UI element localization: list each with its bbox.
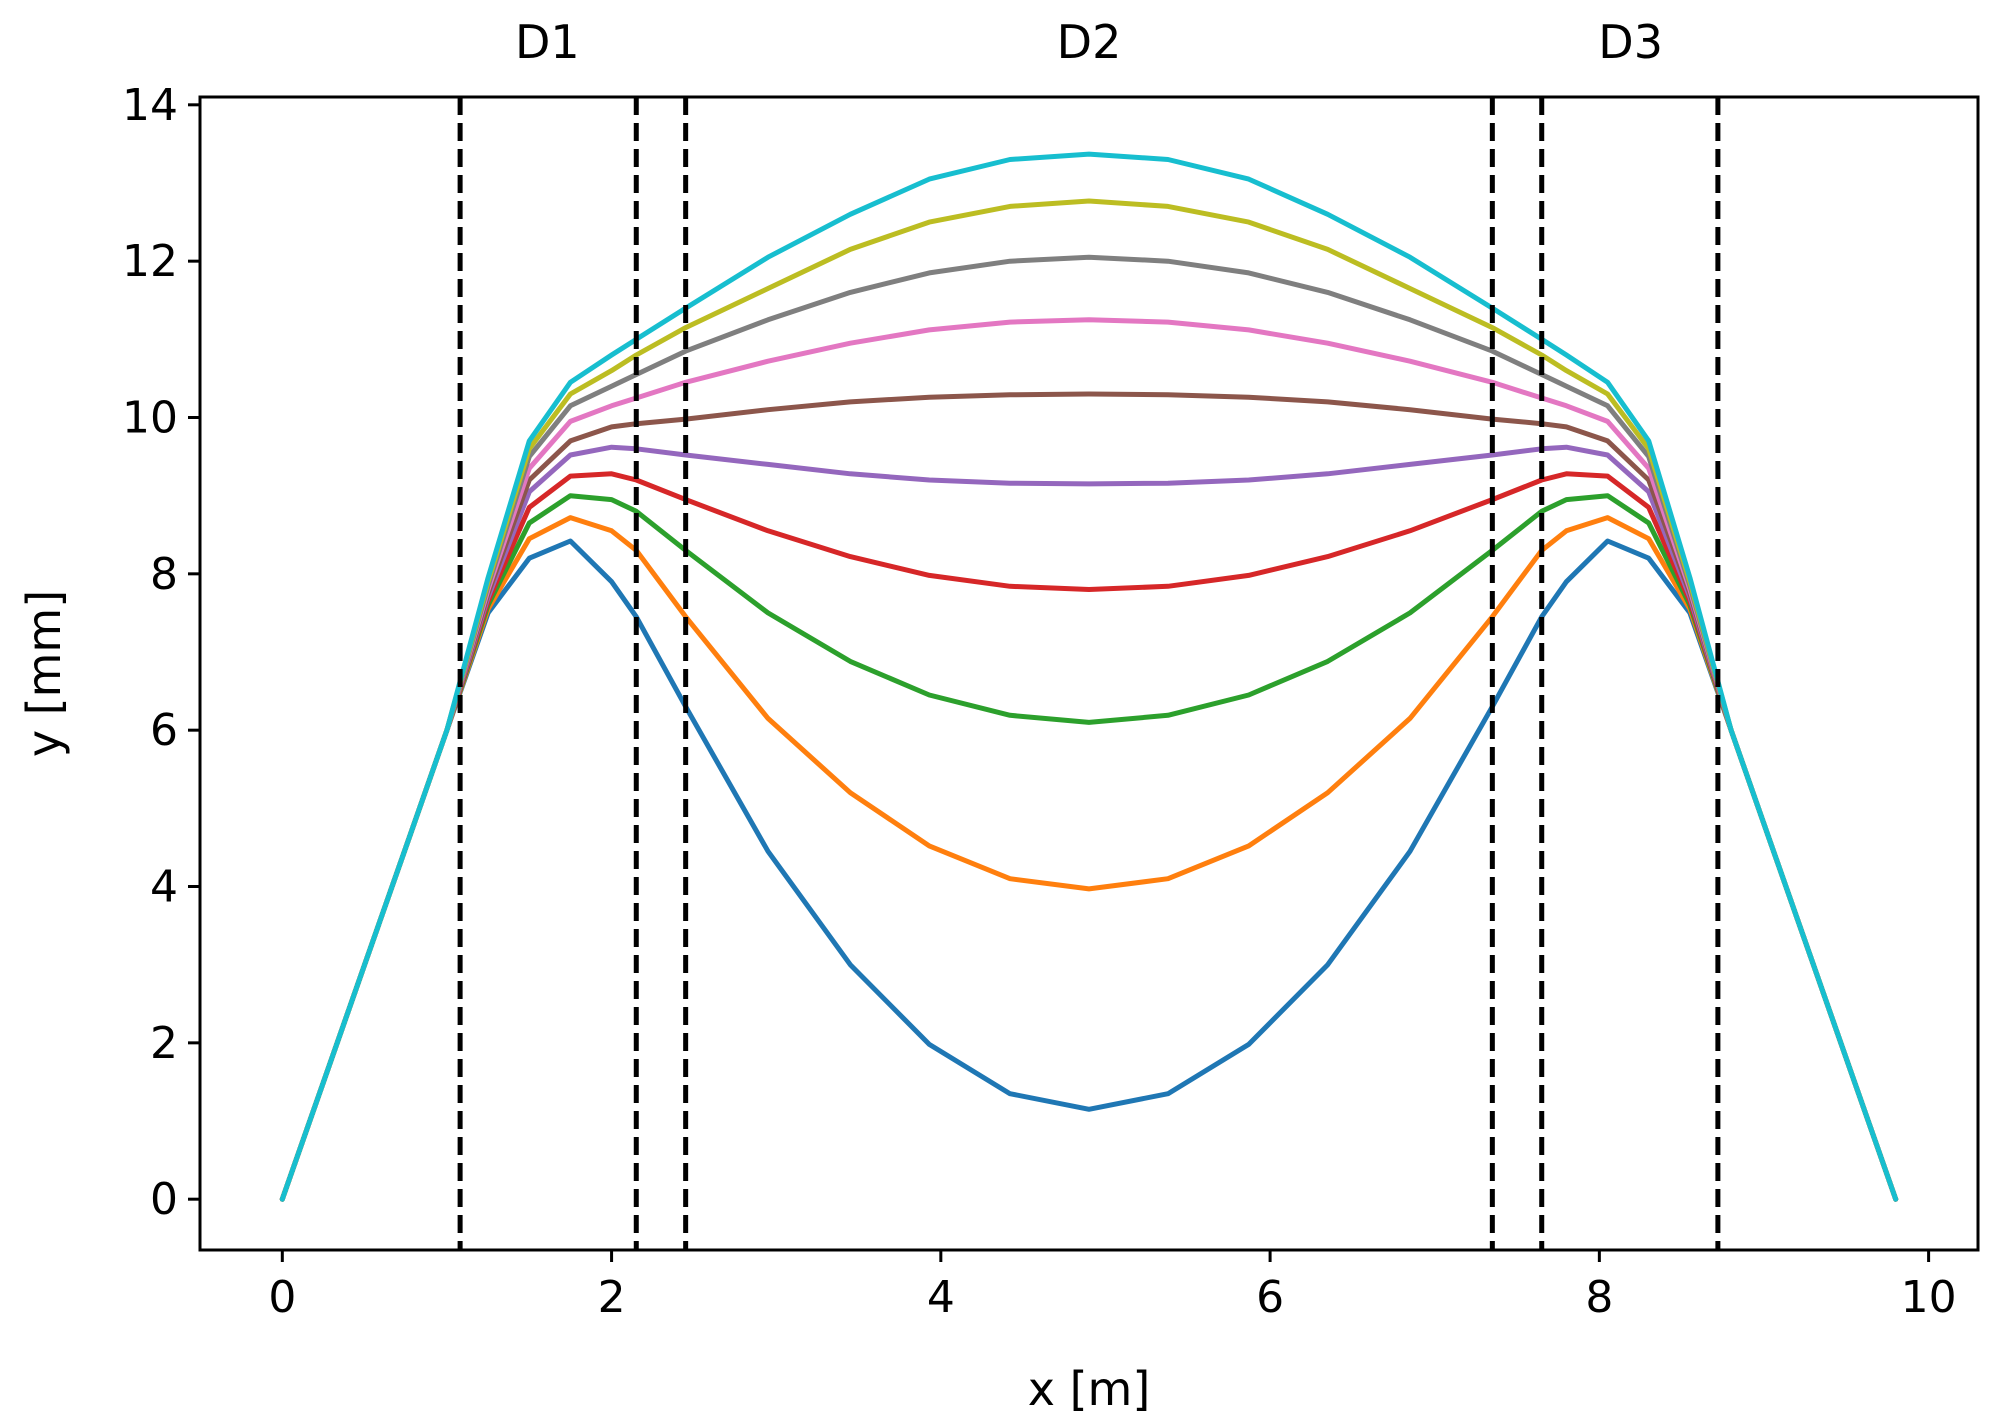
series-line-5: [279, 444, 1899, 1202]
x-tick-label: 4: [927, 1272, 955, 1323]
y-tick-label: 14: [122, 80, 178, 131]
x-tick-label: 2: [598, 1272, 626, 1323]
region-label-d2: D2: [1057, 15, 1122, 69]
y-tick-label: 6: [150, 705, 178, 756]
series-line-9: [279, 198, 1899, 1202]
x-axis-ticks: 0 2 4 6 8 10: [268, 1250, 1957, 1323]
series-line-10: [279, 151, 1899, 1202]
y-tick-label: 2: [150, 1018, 178, 1069]
region-labels: D1 D2 D3: [515, 15, 1663, 69]
y-axis-ticks: 0 2 4 6 8 10 12 14: [122, 80, 200, 1225]
y-tick-label: 8: [150, 549, 178, 600]
series-lines: [279, 151, 1899, 1202]
y-tick-label: 10: [122, 392, 178, 443]
x-axis-label: x [m]: [1028, 1362, 1151, 1416]
y-tick-label: 0: [150, 1174, 178, 1225]
x-tick-label: 6: [1256, 1272, 1284, 1323]
x-tick-label: 10: [1901, 1272, 1957, 1323]
series-line-3: [279, 493, 1899, 1202]
y-tick-label: 4: [150, 862, 178, 913]
series-line-4: [279, 471, 1899, 1202]
y-tick-label: 12: [122, 236, 178, 287]
x-tick-label: 0: [268, 1272, 296, 1323]
region-label-d3: D3: [1598, 15, 1663, 69]
plot-frame: [198, 95, 1980, 1252]
series-line-8: [279, 254, 1899, 1202]
series-line-2: [279, 515, 1899, 1202]
series-line-1: [279, 538, 1899, 1202]
region-label-d1: D1: [515, 15, 580, 69]
divider-lines: [457, 97, 1721, 1250]
x-tick-label: 8: [1585, 1272, 1613, 1323]
y-axis-label: y [mm]: [17, 590, 71, 757]
